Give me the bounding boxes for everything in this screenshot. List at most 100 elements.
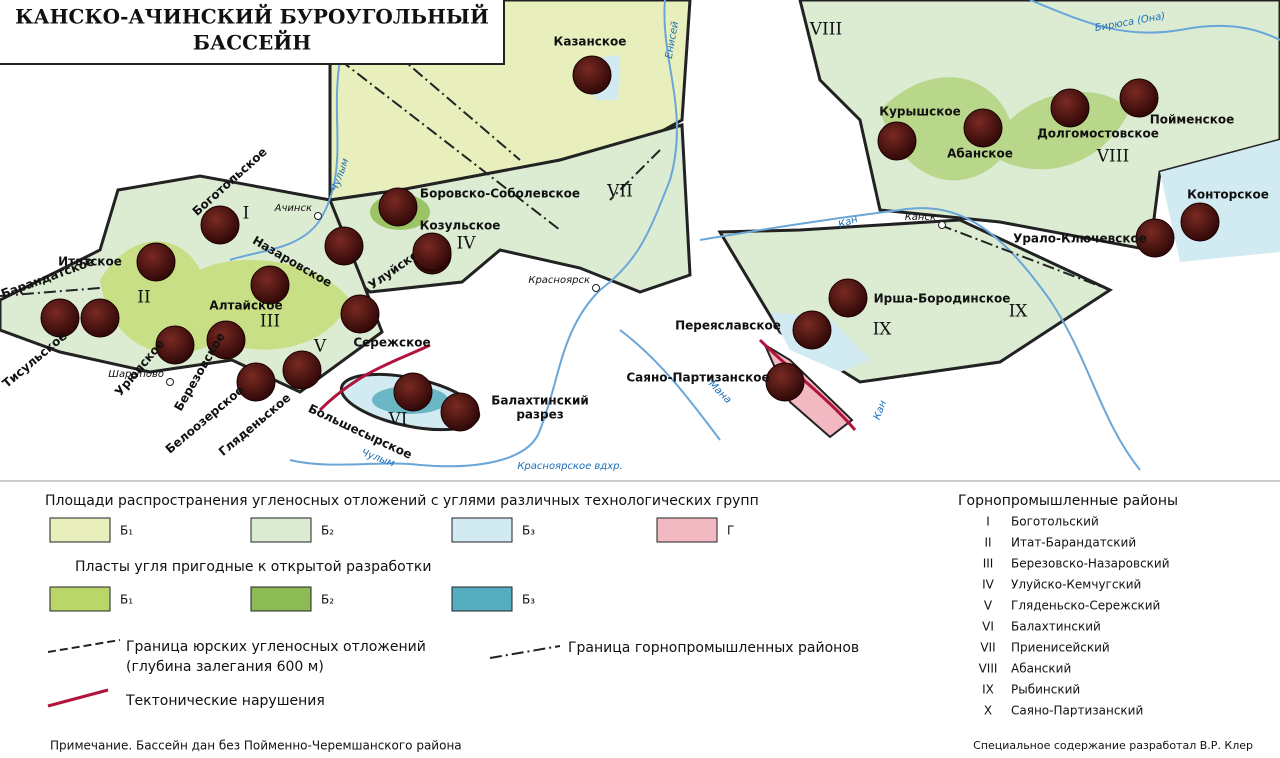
legend-swatch xyxy=(451,586,513,612)
river xyxy=(1029,0,1280,41)
legend-label: Б₂ xyxy=(321,593,334,607)
legend-tectonic-line xyxy=(47,688,109,708)
town-label: Канск xyxy=(905,212,936,223)
town-marker xyxy=(592,284,600,292)
district-numeral: VI xyxy=(982,620,994,634)
legend-label: Б₃ xyxy=(522,524,535,538)
deposit-marker xyxy=(1180,202,1220,242)
region-mark: V xyxy=(313,337,327,357)
legend-label: Г xyxy=(727,524,734,538)
legend-jurassic-line xyxy=(47,639,121,653)
district-name: Улуйско-Кемчугский xyxy=(1011,578,1141,592)
region-mark: VIII xyxy=(809,20,842,40)
town-label: Ачинск xyxy=(274,203,312,214)
deposit-marker xyxy=(155,325,195,365)
deposit-marker xyxy=(324,226,364,266)
districts-heading: Горнопромышленные районы xyxy=(958,493,1178,509)
district-name: Приенисейский xyxy=(1011,641,1110,655)
title-box xyxy=(0,0,505,65)
credit: Специальное содержание разработал В.Р. К… xyxy=(973,739,1253,752)
district-numeral: II xyxy=(984,536,991,550)
district-name: Рыбинский xyxy=(1011,683,1080,697)
deposit-label: Урало-Ключевское xyxy=(1013,232,1147,246)
deposit-marker xyxy=(282,350,322,390)
deposit-marker xyxy=(828,278,868,318)
legend-label: Граница горнопромышленных районов xyxy=(568,640,859,656)
district-boundary xyxy=(0,39,661,297)
deposit-label: Абанское xyxy=(947,147,1013,161)
deposit-marker xyxy=(765,362,805,402)
district-name: Гляденьско-Сережский xyxy=(1011,599,1160,613)
district-name: Боготольский xyxy=(1011,515,1099,529)
deposit-label: Балахтинский xyxy=(491,394,589,408)
district-numeral: IX xyxy=(982,683,994,697)
boundaries xyxy=(0,39,1111,431)
deposit-label: Курышское xyxy=(879,105,960,119)
deposit-marker xyxy=(206,320,246,360)
deposit-label: Козульское xyxy=(420,219,501,233)
deposit-label: Конторское xyxy=(1187,188,1269,202)
town-label: Красноярск xyxy=(528,275,590,286)
legend-swatch xyxy=(451,517,513,543)
legend-label: Б₂ xyxy=(321,524,334,538)
deposit-marker xyxy=(80,298,120,338)
legend-label: (глубина залегания 600 м) xyxy=(126,659,324,675)
deposit-marker xyxy=(792,310,832,350)
legend-heading: Пласты угля пригодные к открытой разрабо… xyxy=(75,559,431,575)
deposit-marker xyxy=(250,265,290,305)
deposit-label: Ирша-Бородинское xyxy=(874,292,1011,306)
river-label: Красноярское вдхр. xyxy=(517,461,622,472)
legend-label: Граница юрских угленосных отложений xyxy=(126,639,426,655)
deposit-label: Итатское xyxy=(58,255,122,269)
legend-swatch xyxy=(656,517,718,543)
deposit-label: Казанское xyxy=(554,35,627,49)
legend-swatch xyxy=(250,586,312,612)
deposit-marker xyxy=(1119,78,1159,118)
deposit-label: Долгомостовское xyxy=(1037,127,1159,141)
district-name: Березовско-Назаровский xyxy=(1011,557,1170,571)
town-marker xyxy=(314,212,322,220)
district-numeral: V xyxy=(984,599,993,613)
deposit-marker xyxy=(40,298,80,338)
legend-swatch xyxy=(250,517,312,543)
district-numeral: III xyxy=(983,557,994,571)
deposit-marker xyxy=(136,242,176,282)
region-mark: III xyxy=(260,312,280,332)
legend-label: Б₃ xyxy=(522,593,535,607)
legend-swatch xyxy=(49,586,111,612)
deposit-marker xyxy=(440,392,480,432)
legend-label: Б₁ xyxy=(120,593,133,607)
district-name: Саяно-Партизанский xyxy=(1011,704,1143,718)
tectonic-fault xyxy=(318,338,857,431)
deposit-label: Переяславское xyxy=(675,319,781,333)
legend-swatch xyxy=(49,517,111,543)
region-mark: IV xyxy=(457,234,477,254)
rivers xyxy=(229,0,1280,471)
river xyxy=(699,207,1141,471)
river xyxy=(619,329,721,441)
river xyxy=(229,59,341,261)
district-name: Балахтинский xyxy=(1011,620,1101,634)
district-numeral: IV xyxy=(982,578,995,592)
deposit-marker xyxy=(412,232,452,272)
legend-label: Тектонические нарушения xyxy=(125,693,325,709)
deposit-label: Алтайское xyxy=(209,299,282,313)
deposit-label: Пойменское xyxy=(1150,113,1235,127)
deposit-marker xyxy=(877,121,917,161)
river xyxy=(599,0,678,291)
river-label: Кан xyxy=(872,399,889,422)
deposit-marker xyxy=(393,372,433,412)
district-name: Итат-Барандатский xyxy=(1011,536,1136,550)
deposit-marker xyxy=(572,55,612,95)
district-name: Абанский xyxy=(1011,662,1071,676)
region-mark: I xyxy=(243,204,250,224)
legend-shapes xyxy=(47,639,561,708)
deposit-label: Боровско-Соболевское xyxy=(420,187,580,201)
region-mark: II xyxy=(137,288,150,308)
legend-heading: Площади распространения угленосных отлож… xyxy=(45,493,759,509)
region-mark: IX xyxy=(1009,302,1029,322)
legend-district-line xyxy=(489,645,561,659)
deposit-marker xyxy=(340,294,380,334)
deposit-marker xyxy=(236,362,276,402)
region-mark: VII xyxy=(606,182,633,202)
